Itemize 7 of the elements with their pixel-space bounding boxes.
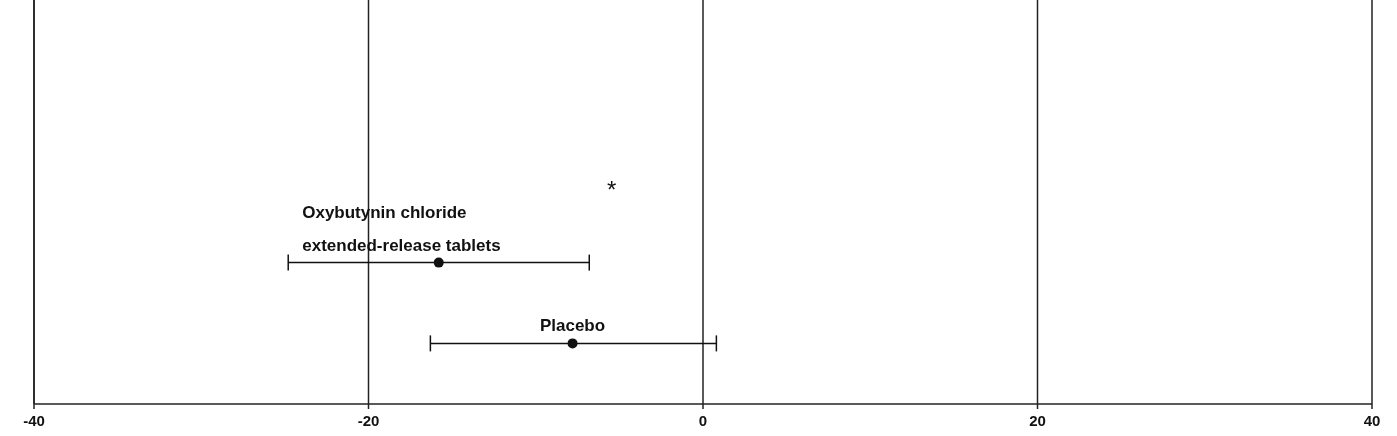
annotation: * [607,175,617,203]
x-tick-label: -40 [23,412,45,429]
series-label: Placebo [539,316,606,336]
x-tick-label: 0 [698,412,708,429]
x-tick-label: -20 [357,412,380,429]
x-tick-label: 20 [1029,412,1046,429]
x-tick-label: 40 [1363,412,1381,429]
